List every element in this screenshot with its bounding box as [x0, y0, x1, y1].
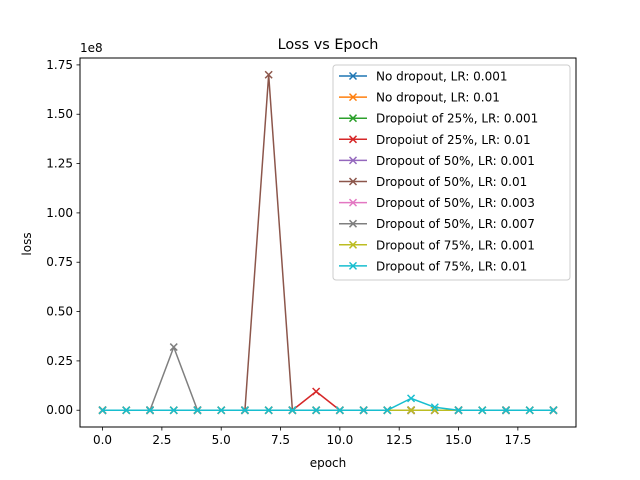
data-point — [288, 406, 297, 415]
y-offset-label: 1e8 — [80, 41, 103, 55]
legend-swatch-marker — [348, 198, 358, 207]
legend-label: Dropoiut of 25%, LR: 0.001 — [376, 112, 538, 126]
legend-label: Dropout of 50%, LR: 0.001 — [376, 154, 535, 168]
legend-frame — [332, 64, 571, 281]
legend-item: Dropout of 50%, LR: 0.007 — [339, 217, 535, 231]
legend-label: No dropout, LR: 0.001 — [376, 70, 508, 84]
legend-label: Dropout of 50%, LR: 0.007 — [376, 217, 535, 231]
legend-item: Dropout of 75%, LR: 0.01 — [339, 259, 527, 273]
x-axis-label: epoch — [310, 456, 347, 470]
plot-frame — [79, 57, 577, 428]
y-tick-label: 0.75 — [46, 255, 73, 269]
legend: No dropout, LR: 0.001 No dropout, LR: 0.0… — [332, 64, 571, 281]
legend-item: No dropout, LR: 0.01 — [339, 91, 500, 105]
data-point — [169, 406, 178, 415]
data-point — [501, 406, 511, 415]
y-tick-label: 1.25 — [46, 157, 73, 171]
data-point — [169, 343, 178, 352]
legend-swatch-marker — [348, 71, 358, 81]
y-tick-label: 0.00 — [46, 403, 73, 417]
series-9 — [98, 394, 558, 415]
legend-label: Dropoiut of 25%, LR: 0.01 — [376, 133, 531, 147]
legend-item: Dropoiut of 25%, LR: 0.001 — [339, 112, 538, 126]
data-point — [407, 406, 416, 415]
data-point — [525, 406, 534, 415]
legend-label: Dropout of 50%, LR: 0.01 — [376, 175, 527, 189]
legend-swatch-marker — [348, 240, 358, 249]
data-point — [359, 406, 368, 415]
y-tick-label: 1.50 — [46, 107, 73, 121]
x-tick-label: 2.5 — [152, 433, 171, 447]
data-point — [312, 406, 321, 415]
x-tick-label: 15.0 — [445, 433, 472, 447]
chart-title: Loss vs Epoch — [278, 37, 379, 53]
legend-item: Dropout of 50%, LR: 0.001 — [339, 154, 535, 168]
legend-label: No dropout, LR: 0.01 — [376, 91, 500, 105]
legend-item: Dropout of 75%, LR: 0.001 — [339, 238, 535, 252]
x-tick-label: 5.0 — [212, 433, 231, 447]
legend-label: Dropout of 75%, LR: 0.001 — [376, 238, 535, 252]
series-line — [102, 397, 554, 411]
data-point — [454, 406, 463, 415]
y-axis-ticks: 0.00 0.25 0.50 0.75 1.00 1.25 1.50 1.75 — [46, 58, 80, 417]
data-point — [407, 394, 416, 403]
data-point — [549, 406, 558, 415]
x-tick-label: 10.0 — [327, 433, 354, 447]
data-point — [240, 406, 249, 415]
data-point — [145, 406, 155, 415]
data-point — [193, 406, 202, 415]
y-axis-label: loss — [20, 232, 34, 255]
x-tick-label: 17.5 — [504, 433, 531, 447]
legend-swatch-marker — [348, 177, 358, 186]
legend-swatch-marker — [348, 135, 358, 144]
legend-item: Dropoiut of 25%, LR: 0.01 — [339, 133, 531, 147]
legend-swatch-marker — [348, 156, 358, 165]
x-axis-ticks: 0.0 2.5 5.0 7.5 10.0 12.5 15.0 17.5 — [93, 427, 531, 447]
y-tick-label: 0.25 — [46, 354, 73, 368]
data-point — [98, 406, 107, 415]
legend-swatch-marker — [348, 114, 358, 123]
data-point — [264, 70, 273, 79]
legend-item: Dropout of 50%, LR: 0.01 — [339, 175, 527, 189]
y-tick-label: 1.00 — [46, 206, 73, 220]
legend-swatch-marker — [348, 93, 358, 102]
data-point — [122, 406, 131, 415]
x-tick-label: 12.5 — [386, 433, 413, 447]
legend-item: No dropout, LR: 0.001 — [339, 70, 508, 84]
legend-swatch-marker — [348, 219, 358, 228]
data-point — [312, 387, 321, 396]
data-point — [478, 406, 487, 415]
legend-swatch-marker — [348, 261, 358, 270]
legend-item: Dropout of 50%, LR: 0.003 — [339, 196, 535, 210]
legend-label: Dropout of 50%, LR: 0.003 — [376, 196, 535, 210]
plot-area — [98, 70, 558, 415]
data-point — [335, 406, 344, 415]
data-point — [430, 403, 439, 412]
x-tick-label: 7.5 — [271, 433, 290, 447]
x-tick-label: 0.0 — [93, 433, 112, 447]
data-point — [383, 406, 392, 415]
y-tick-label: 0.50 — [46, 305, 73, 319]
legend-label: Dropout of 75%, LR: 0.01 — [376, 259, 527, 273]
data-point — [264, 406, 273, 415]
data-point — [217, 406, 226, 415]
y-tick-label: 1.75 — [46, 58, 73, 72]
